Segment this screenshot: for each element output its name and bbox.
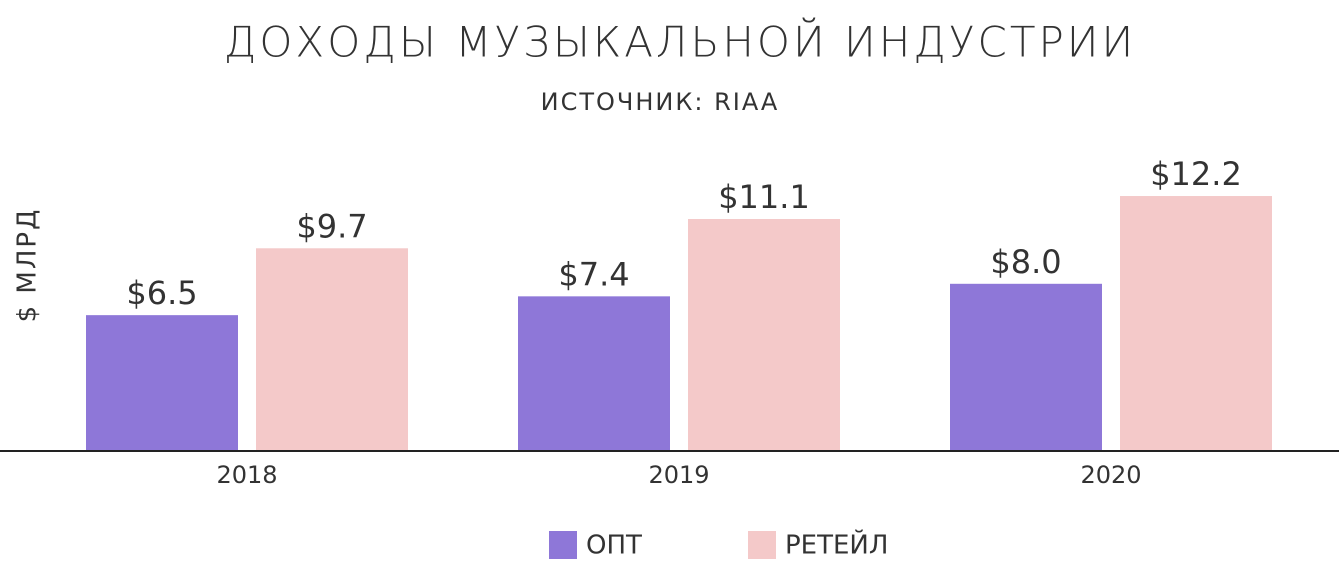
bar bbox=[950, 283, 1102, 451]
bar bbox=[688, 219, 840, 451]
bar bbox=[518, 296, 670, 451]
value-label: $9.7 bbox=[296, 207, 367, 245]
x-tick-label: 2018 bbox=[216, 461, 277, 489]
value-label: $7.4 bbox=[558, 255, 629, 293]
y-axis-label: $ МЛРД bbox=[13, 208, 43, 323]
x-tick-label: 2020 bbox=[1080, 461, 1141, 489]
value-label: $8.0 bbox=[990, 243, 1061, 281]
bar bbox=[1120, 196, 1272, 451]
legend-label: РЕТЕЙЛ bbox=[785, 529, 888, 561]
value-label: $11.1 bbox=[718, 178, 810, 216]
value-label: $12.2 bbox=[1150, 155, 1242, 193]
chart-title: ДОХОДЫ МУЗЫКАЛЬНОЙ ИНДУСТРИИ bbox=[224, 17, 1136, 67]
chart-subtitle: ИСТОЧНИК: RIAA bbox=[541, 88, 780, 116]
value-label: $6.5 bbox=[126, 274, 197, 312]
x-tick-label: 2019 bbox=[648, 461, 709, 489]
bar bbox=[256, 248, 408, 451]
legend-label: ОПТ bbox=[586, 531, 642, 561]
bar bbox=[86, 315, 238, 451]
legend-swatch bbox=[748, 531, 776, 559]
legend-swatch bbox=[549, 531, 577, 559]
